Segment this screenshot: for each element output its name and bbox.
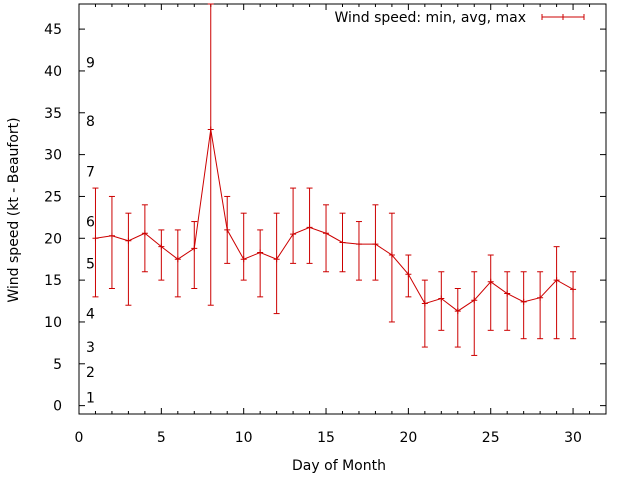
beaufort-label: 3 xyxy=(86,340,95,356)
avg-point xyxy=(240,256,247,263)
x-tick-label: 0 xyxy=(75,430,84,446)
avg-point xyxy=(421,300,428,307)
x-tick-label: 10 xyxy=(235,430,253,446)
legend: Wind speed: min, avg, max xyxy=(334,10,585,26)
avg-point xyxy=(388,252,395,259)
beaufort-label: 4 xyxy=(86,307,95,323)
avg-point xyxy=(290,231,297,238)
series-layer xyxy=(92,3,577,356)
y-tick-label: 0 xyxy=(53,399,62,415)
avg-line xyxy=(95,129,574,312)
y-tick-labels: 0 5 10 15 20 25 30 35 40 45 xyxy=(44,22,62,415)
avg-point xyxy=(207,126,214,133)
y-tick-label: 45 xyxy=(44,22,62,38)
avg-point xyxy=(273,256,280,263)
avg-point xyxy=(553,277,560,284)
y-tick-label: 35 xyxy=(44,106,62,122)
y-tick-label: 40 xyxy=(44,64,62,80)
avg-point xyxy=(537,294,544,301)
x-tick-label: 15 xyxy=(317,430,335,446)
avg-point xyxy=(355,241,362,248)
avg-point xyxy=(487,278,494,285)
avg-point xyxy=(405,271,412,278)
y-tick-label: 5 xyxy=(53,357,62,373)
plot-frame xyxy=(78,3,607,415)
beaufort-label: 9 xyxy=(86,56,95,72)
legend-label: Wind speed: min, avg, max xyxy=(334,10,526,26)
avg-point xyxy=(191,245,198,252)
avg-point xyxy=(158,243,165,250)
avg-point xyxy=(471,297,478,304)
avg-point xyxy=(306,224,313,231)
avg-point xyxy=(454,308,461,315)
axis-ticks xyxy=(79,4,606,414)
y-tick-label: 10 xyxy=(44,315,62,331)
x-tick-label: 30 xyxy=(564,430,582,446)
avg-point xyxy=(520,298,527,305)
beaufort-label: 8 xyxy=(86,114,95,130)
x-axis-title: Day of Month xyxy=(292,458,386,474)
legend-sample xyxy=(541,14,585,20)
beaufort-labels: 1 2 3 4 5 6 7 8 9 xyxy=(86,56,95,407)
y-tick-label: 30 xyxy=(44,148,62,164)
avg-point xyxy=(174,256,181,263)
avg-point xyxy=(372,241,379,248)
avg-point xyxy=(125,237,132,244)
avg-point xyxy=(141,230,148,237)
y-tick-label: 25 xyxy=(44,189,62,205)
y-tick-label: 20 xyxy=(44,231,62,247)
y-tick-label: 15 xyxy=(44,273,62,289)
beaufort-label: 7 xyxy=(86,164,95,180)
avg-point xyxy=(108,232,115,239)
avg-point xyxy=(339,239,346,246)
y-axis-title: Wind speed (kt - Beaufort) xyxy=(6,117,22,302)
x-tick-label: 25 xyxy=(482,430,500,446)
x-tick-label: 20 xyxy=(399,430,417,446)
beaufort-label: 5 xyxy=(86,256,95,272)
x-tick-labels: 0 5 10 15 20 25 30 xyxy=(75,430,582,446)
avg-point xyxy=(323,230,330,237)
beaufort-label: 1 xyxy=(86,390,95,406)
beaufort-label: 6 xyxy=(86,215,95,231)
x-tick-label: 5 xyxy=(157,430,166,446)
avg-point xyxy=(224,226,231,233)
avg-point xyxy=(504,290,511,297)
avg-point xyxy=(92,235,99,242)
avg-point xyxy=(438,295,445,302)
avg-point xyxy=(570,286,577,293)
avg-point xyxy=(257,249,264,256)
beaufort-label: 2 xyxy=(86,365,95,381)
